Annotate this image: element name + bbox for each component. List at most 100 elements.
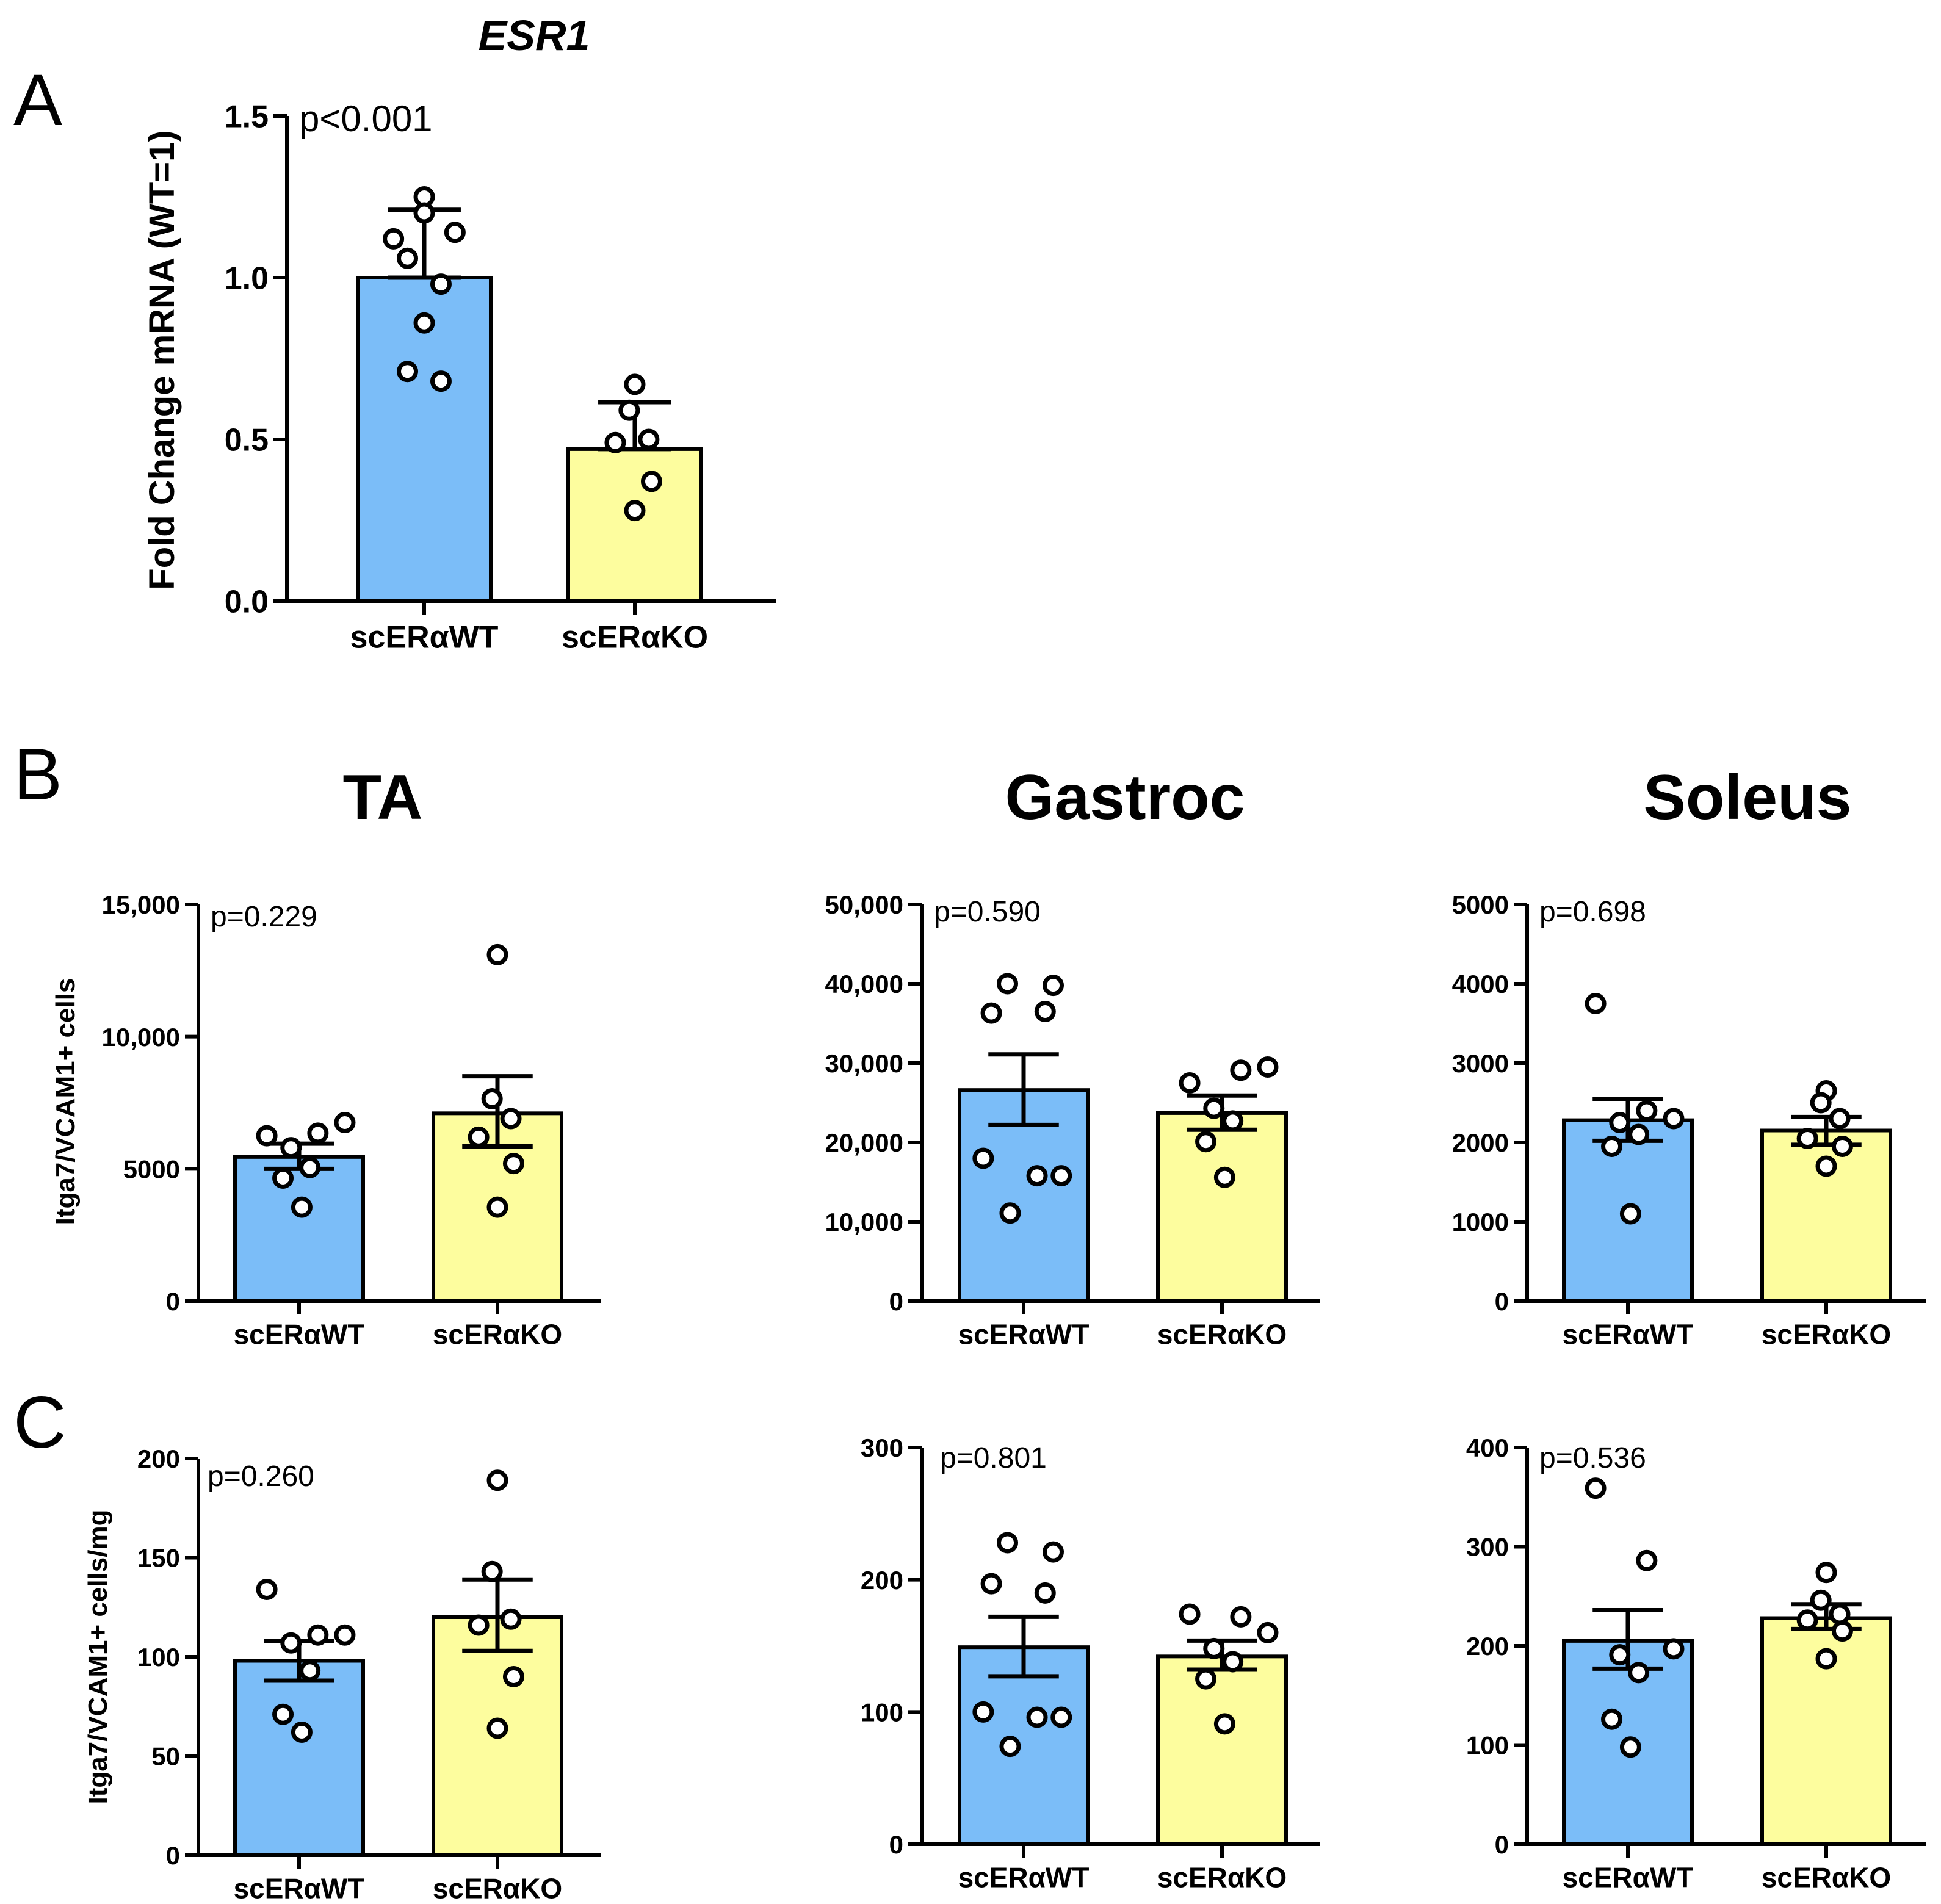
data-point-b-ta-ko <box>481 1088 503 1109</box>
p-value-c-ta: p=0.260 <box>208 1460 314 1493</box>
data-point-c-ta-wt <box>280 1632 302 1654</box>
category-label-c-soleus: scERαKO <box>1762 1861 1891 1893</box>
charts-layer: 0.0 0.5 1.0 1.5 scERαWT scERαKO p<0.001 Fold Ch… <box>51 12 1926 1904</box>
data-point-a-wt <box>430 370 452 392</box>
data-point-c-gastroc-wt <box>1034 1582 1056 1604</box>
category-label-b-soleus: scERαWT <box>1563 1318 1694 1350</box>
data-point-c-soleus-wt <box>1663 1638 1685 1660</box>
data-point-c-gastroc-ko <box>1230 1606 1252 1628</box>
p-value-c-soleus: p=0.536 <box>1539 1442 1646 1474</box>
data-point-c-gastroc-wt <box>997 1532 1019 1554</box>
data-point-c-soleus-wt <box>1619 1736 1641 1758</box>
data-point-a-ko <box>624 500 646 522</box>
y-tick-label-b-gastroc: 30,000 <box>825 1049 903 1078</box>
data-point-b-gastroc-wt <box>1043 975 1064 997</box>
y-tick-label-c-ta: 150 <box>137 1544 180 1573</box>
y-tick-label-c-ta: 200 <box>137 1444 180 1473</box>
data-point-c-ta-wt <box>334 1624 356 1646</box>
chart-c-soleus: 0 100 200 300 400 scERαWT scERαKO p=0.536 <box>1466 1433 1926 1893</box>
y-tick-label-a: 0.0 <box>225 585 269 620</box>
category-label-a: scERαWT <box>350 620 499 655</box>
data-point-b-gastroc-wt <box>1050 1165 1072 1187</box>
y-tick-label-b-gastroc: 40,000 <box>825 970 903 998</box>
data-point-b-gastroc-ko <box>1257 1056 1279 1078</box>
data-point-c-ta-ko <box>502 1666 524 1687</box>
p-value-b-gastroc: p=0.590 <box>934 896 1041 928</box>
y-tick-label-c-gastroc: 300 <box>861 1433 903 1462</box>
p-value-b-ta: p=0.229 <box>211 901 317 933</box>
y-tick-label-b-gastroc: 20,000 <box>825 1128 903 1157</box>
data-point-b-soleus-wt <box>1636 1100 1658 1122</box>
data-point-c-soleus-wt <box>1609 1644 1631 1666</box>
column-title-gastroc: Gastroc <box>1005 762 1245 833</box>
category-label-b-gastroc: scERαWT <box>958 1318 1090 1350</box>
data-point-b-soleus-wt <box>1619 1203 1641 1225</box>
y-tick-label-a: 0.5 <box>225 423 269 458</box>
p-value-c-gastroc: p=0.801 <box>940 1442 1047 1474</box>
data-point-c-soleus-ko <box>1815 1648 1837 1670</box>
data-point-b-soleus-ko <box>1796 1128 1818 1149</box>
category-label-c-soleus: scERαWT <box>1563 1861 1694 1893</box>
data-point-b-soleus-wt <box>1601 1136 1623 1157</box>
data-point-b-ta-ko <box>502 1153 524 1175</box>
data-point-c-soleus-wt <box>1628 1662 1650 1684</box>
data-point-b-ta-ko <box>486 943 508 965</box>
data-point-b-gastroc-ko <box>1213 1166 1235 1188</box>
y-tick-label-b-soleus: 3000 <box>1452 1049 1509 1078</box>
y-tick-label-c-gastroc: 0 <box>889 1830 903 1859</box>
y-tick-label-b-ta: 15,000 <box>102 890 180 919</box>
bar-c-ta-wt <box>233 1659 365 1857</box>
data-point-c-soleus-ko <box>1815 1562 1837 1584</box>
data-point-c-gastroc-wt <box>980 1573 1002 1595</box>
data-point-a-wt <box>413 312 435 334</box>
data-point-b-gastroc-ko <box>1230 1059 1252 1081</box>
data-point-b-ta-wt <box>256 1125 278 1147</box>
data-point-b-soleus-ko <box>1815 1155 1837 1177</box>
data-point-a-ko <box>624 373 646 395</box>
y-tick-label-b-ta: 0 <box>166 1287 180 1316</box>
data-point-a-ko <box>638 428 660 450</box>
data-point-c-soleus-wt <box>1601 1708 1623 1730</box>
data-point-c-gastroc-wt <box>999 1736 1021 1758</box>
bar-b-ta-wt <box>233 1155 365 1304</box>
data-point-b-gastroc-ko <box>1179 1072 1201 1094</box>
data-point-c-ta-ko <box>500 1608 522 1630</box>
y-tick-label-c-soleus: 200 <box>1466 1632 1509 1661</box>
data-point-b-ta-wt <box>291 1196 313 1218</box>
category-label-c-ta: scERαWT <box>234 1872 365 1904</box>
data-point-b-gastroc-ko <box>1195 1131 1217 1153</box>
data-point-b-soleus-wt <box>1663 1108 1685 1130</box>
y-tick-label-a: 1.0 <box>225 261 269 297</box>
data-point-c-soleus-ko <box>1831 1620 1853 1642</box>
y-tick-label-c-soleus: 400 <box>1466 1433 1509 1462</box>
data-point-a-wt <box>383 228 405 250</box>
data-point-c-soleus-wt <box>1585 1477 1607 1499</box>
data-point-c-ta-wt <box>299 1660 321 1682</box>
panel-letter-c: C <box>13 1382 67 1463</box>
y-axis-label-a: Fold Change mRNA (WT=1) <box>142 130 182 590</box>
category-label-a: scERαKO <box>562 620 708 655</box>
data-point-a-wt <box>397 361 419 383</box>
data-point-c-gastroc-ko <box>1179 1603 1201 1625</box>
data-point-b-soleus-ko <box>1810 1092 1832 1114</box>
y-tick-label-c-ta: 50 <box>151 1742 180 1771</box>
data-point-c-ta-wt <box>307 1624 329 1646</box>
category-label-b-soleus: scERαKO <box>1762 1318 1891 1350</box>
y-tick-label-b-soleus: 0 <box>1495 1287 1509 1316</box>
y-axis-label-c-ta: Itga7/VCAM1+ cells/mg <box>83 1510 113 1805</box>
data-point-b-gastroc-wt <box>1034 1001 1056 1022</box>
p-value-b-soleus: p=0.698 <box>1539 896 1646 928</box>
data-point-b-gastroc-wt <box>980 1002 1002 1024</box>
category-label-b-gastroc: scERαKO <box>1157 1318 1287 1350</box>
category-label-b-ta: scERαKO <box>433 1318 562 1350</box>
data-point-a-ko <box>640 471 662 492</box>
y-tick-label-b-ta: 10,000 <box>102 1023 180 1051</box>
chart-title-a: ESR1 <box>479 12 590 59</box>
data-point-b-gastroc-wt <box>972 1147 994 1169</box>
y-tick-label-b-gastroc: 50,000 <box>825 890 903 919</box>
y-tick-label-c-ta: 100 <box>137 1643 180 1671</box>
y-tick-label-c-gastroc: 200 <box>861 1566 903 1595</box>
data-point-c-ta-wt <box>272 1703 294 1725</box>
data-point-b-ta-wt <box>280 1137 302 1159</box>
category-label-c-ta: scERαKO <box>433 1872 562 1904</box>
